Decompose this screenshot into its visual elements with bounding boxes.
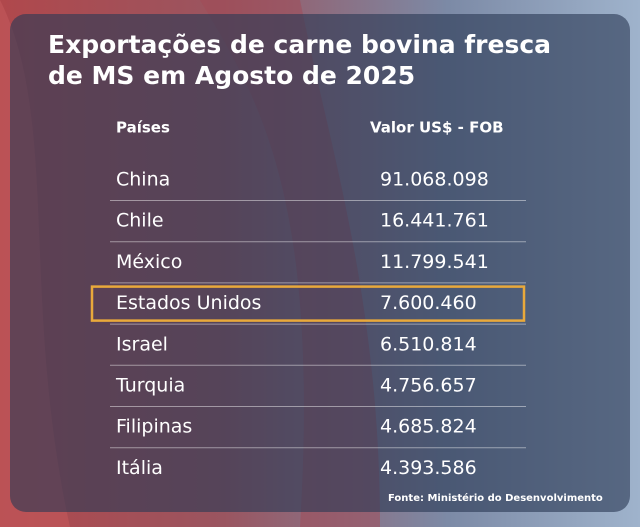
value: 91.068.098 [380, 169, 489, 191]
country: Estados Unidos [116, 292, 261, 314]
value: 6.510.814 [380, 333, 477, 355]
country: Israel [116, 333, 168, 355]
title: de MS em Agosto de 2025 [48, 61, 415, 90]
country: Itália [116, 457, 163, 479]
value: 11.799.541 [380, 251, 489, 273]
highlight-box [90, 285, 526, 322]
column-header: Países [116, 119, 170, 137]
country: México [116, 251, 182, 273]
country: Filipinas [116, 416, 192, 438]
panel [10, 14, 630, 512]
source: Fonte: Ministério do Desenvolvimento [388, 492, 603, 504]
country: China [116, 169, 170, 191]
column-header: Valor US$ - FOB [370, 119, 504, 137]
country: Turquia [115, 375, 185, 397]
value: 4.393.586 [380, 457, 477, 479]
title: Exportações de carne bovina fresca [48, 30, 551, 59]
value: 4.756.657 [380, 375, 477, 397]
value: 4.685.824 [380, 416, 477, 438]
value: 7.600.460 [380, 292, 477, 314]
country: Chile [116, 210, 164, 232]
value: 16.441.761 [380, 210, 489, 232]
